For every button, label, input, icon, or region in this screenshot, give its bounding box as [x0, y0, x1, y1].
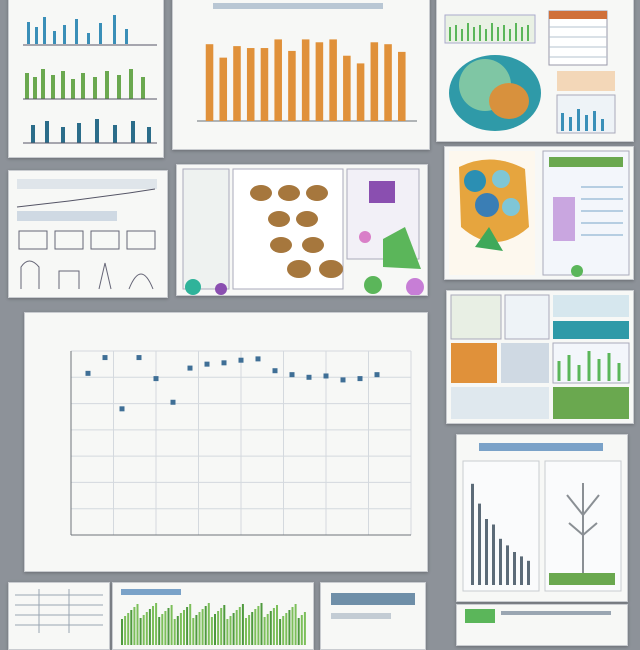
scatter-point [153, 376, 159, 382]
scatter-point [255, 356, 261, 362]
panel-top-bar-chart [172, 0, 430, 150]
green-bar-strip [121, 589, 306, 645]
scatter-point [357, 376, 363, 382]
bar [499, 538, 502, 585]
scatter-point [170, 399, 176, 405]
green-triangle-shape [383, 227, 421, 269]
bar [233, 46, 241, 122]
circle-grid-diagram [182, 168, 424, 295]
scatter-point [187, 365, 193, 371]
panel-middle-circles [176, 164, 428, 296]
scatter-point [340, 377, 346, 383]
panel-bottom-left-table [8, 582, 110, 650]
scatter-plot [70, 350, 412, 536]
panel-bottom-right-text [320, 582, 426, 650]
scatter-point [238, 357, 244, 363]
bar [205, 44, 214, 122]
mini-bar-charts [23, 15, 157, 144]
colorful-node-diagram [449, 150, 630, 277]
scatter-point [323, 373, 329, 379]
bar [301, 39, 310, 121]
bar [527, 560, 530, 585]
scatter-point [272, 368, 278, 374]
panel-bottom-right-chart [456, 434, 628, 602]
collage-graphics [444, 10, 616, 134]
sketch-diagrams [16, 179, 157, 290]
panel-top-left-charts [8, 0, 164, 158]
scatter-point [136, 355, 142, 361]
chart-title-placeholder [479, 443, 603, 451]
scatter-point [85, 370, 91, 376]
bar [329, 39, 337, 121]
bar [520, 556, 523, 585]
scatter-point [102, 355, 108, 361]
far-right-thumb [465, 609, 611, 623]
bar [288, 50, 296, 121]
bar [219, 57, 228, 121]
bar [492, 524, 495, 585]
chart-title-placeholder [213, 3, 383, 9]
bar [471, 483, 474, 585]
panel-main-scatter-chart [24, 312, 428, 572]
bar [370, 42, 379, 121]
panel-right-dashboard [446, 290, 634, 424]
panel-bottom-far-right [456, 604, 628, 646]
bar [506, 545, 509, 585]
dashboard-thumbnails [450, 294, 630, 419]
bar [343, 55, 351, 121]
scatter-point [221, 360, 227, 366]
scatter-point [204, 361, 210, 367]
scatter-point [289, 372, 295, 378]
scatter-point [119, 406, 125, 412]
panel-top-right-collage [436, 0, 634, 142]
bar [260, 48, 269, 121]
bottom-right-bar-chart [462, 443, 622, 592]
bar [315, 42, 324, 121]
top-bar-chart [197, 3, 417, 122]
scatter-point [306, 374, 312, 380]
text-panel [331, 593, 415, 619]
bar [478, 503, 481, 585]
panel-middle-left-sketches [8, 170, 168, 298]
bar [356, 63, 365, 121]
mini-table [15, 589, 103, 633]
bar [513, 552, 516, 585]
panel-bottom-green-bars [112, 582, 314, 650]
bar [398, 51, 406, 121]
panel-middle-right-diagrams [444, 146, 634, 280]
tree-sketch [566, 483, 600, 573]
scatter-point [374, 372, 380, 378]
bar [384, 44, 392, 122]
bar [485, 519, 488, 585]
bar [274, 39, 282, 121]
bar [246, 48, 255, 121]
